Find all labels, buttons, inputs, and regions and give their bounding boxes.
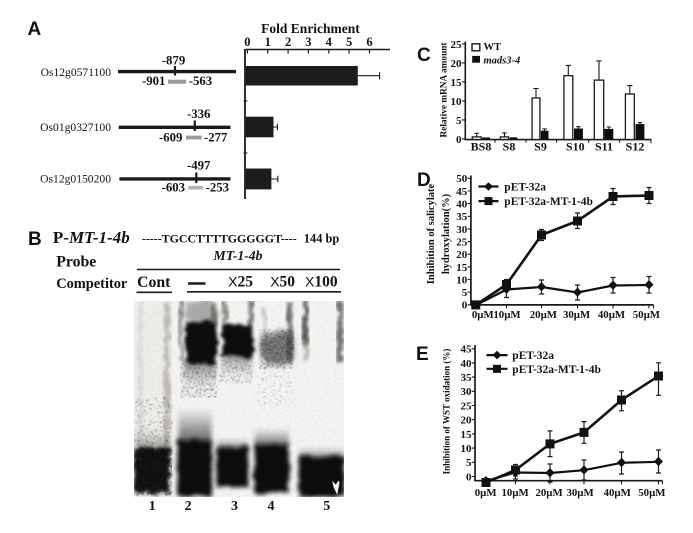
- svg-text:10: 10: [451, 96, 463, 108]
- svg-text:40µM: 40µM: [604, 487, 631, 499]
- svg-text:5: 5: [456, 115, 462, 127]
- svg-text:50: 50: [456, 173, 468, 185]
- svg-text:30µM: 30µM: [566, 487, 593, 499]
- svg-text:40: 40: [456, 199, 468, 211]
- svg-text:10µM: 10µM: [501, 487, 528, 499]
- svg-text:10: 10: [456, 274, 468, 286]
- svg-text:S12: S12: [626, 140, 645, 154]
- svg-text:hydroxylation(%): hydroxylation(%): [441, 193, 452, 274]
- svg-text:E: E: [416, 344, 429, 365]
- svg-text:X25: X25: [228, 274, 253, 291]
- svg-text:50µM: 50µM: [633, 309, 660, 321]
- svg-text:-879: -879: [162, 54, 185, 68]
- svg-text:30: 30: [456, 224, 468, 236]
- svg-text:S10: S10: [566, 140, 585, 154]
- svg-text:30: 30: [461, 386, 473, 398]
- svg-text:Inhibition of salicylate: Inhibition of salicylate: [426, 183, 437, 284]
- svg-text:1: 1: [265, 35, 271, 49]
- svg-text:20: 20: [451, 58, 463, 70]
- svg-text:-336: -336: [187, 107, 211, 121]
- svg-text:C: C: [417, 45, 431, 66]
- svg-text:Fold Enrichment: Fold Enrichment: [261, 21, 360, 36]
- svg-text:-563: -563: [189, 74, 212, 88]
- svg-text:Relative mRNA amount: Relative mRNA amount: [440, 42, 450, 138]
- svg-text:WT: WT: [484, 42, 502, 53]
- svg-text:Os12g0150200: Os12g0150200: [40, 173, 111, 186]
- svg-text:5: 5: [346, 35, 352, 49]
- svg-text:0µM: 0µM: [472, 309, 494, 321]
- svg-text:25: 25: [456, 237, 468, 249]
- svg-text:15: 15: [451, 77, 463, 89]
- svg-text:45: 45: [456, 186, 468, 198]
- svg-text:1: 1: [149, 499, 156, 514]
- svg-text:25: 25: [451, 39, 463, 51]
- svg-text:0: 0: [462, 300, 468, 312]
- svg-text:-609: -609: [159, 131, 182, 145]
- svg-text:Cont: Cont: [137, 274, 171, 291]
- svg-text:15: 15: [456, 262, 468, 274]
- svg-text:Competitor: Competitor: [56, 276, 128, 292]
- svg-text:S9: S9: [534, 140, 547, 154]
- svg-text:45: 45: [461, 344, 473, 356]
- svg-text:144 bp: 144 bp: [304, 232, 340, 246]
- svg-text:35: 35: [461, 372, 473, 384]
- svg-text:-497: -497: [187, 159, 211, 173]
- svg-text:-----TGCCTTTTGGGGGT----: -----TGCCTTTTGGGGGT----: [142, 232, 297, 246]
- svg-text:10: 10: [461, 443, 473, 455]
- svg-text:50µM: 50µM: [638, 487, 665, 499]
- svg-text:2: 2: [185, 499, 192, 514]
- svg-text:0: 0: [456, 134, 462, 146]
- svg-text:40: 40: [461, 358, 473, 370]
- svg-text:P-MT-1-4b: P-MT-1-4b: [53, 228, 130, 247]
- svg-text:3: 3: [231, 499, 238, 514]
- svg-text:X50: X50: [270, 274, 295, 291]
- svg-text:Os12g0571100: Os12g0571100: [41, 66, 112, 79]
- svg-text:Os01g0327100: Os01g0327100: [40, 121, 111, 134]
- svg-text:D: D: [417, 170, 431, 191]
- svg-text:S8: S8: [503, 140, 516, 154]
- svg-text:Probe: Probe: [56, 254, 96, 271]
- svg-text:2: 2: [285, 35, 291, 49]
- svg-text:20: 20: [461, 415, 473, 427]
- svg-text:-603: -603: [162, 181, 185, 195]
- svg-text:35: 35: [456, 211, 468, 223]
- svg-text:Inhibition of WST oxidation (%: Inhibition of WST oxidation (%): [442, 349, 452, 475]
- svg-text:pET-32a: pET-32a: [512, 350, 554, 362]
- svg-text:mads3-4: mads3-4: [484, 56, 521, 67]
- svg-text:S11: S11: [595, 140, 613, 154]
- svg-text:3: 3: [305, 35, 311, 49]
- svg-text:4: 4: [326, 35, 333, 49]
- svg-text:0: 0: [466, 471, 472, 483]
- svg-text:10µM: 10µM: [493, 309, 520, 321]
- svg-text:pET-32a-MT-1-4b: pET-32a-MT-1-4b: [504, 196, 593, 208]
- svg-text:4: 4: [268, 499, 275, 514]
- svg-text:0µM: 0µM: [475, 487, 497, 499]
- svg-text:40µM: 40µM: [598, 309, 625, 321]
- svg-text:20µM: 20µM: [530, 309, 557, 321]
- svg-text:15: 15: [461, 429, 473, 441]
- svg-text:6: 6: [366, 35, 372, 49]
- svg-text:5: 5: [323, 499, 330, 514]
- svg-text:pET-32a-MT-1-4b: pET-32a-MT-1-4b: [512, 364, 601, 376]
- svg-text:25: 25: [461, 400, 473, 412]
- svg-text:20µM: 20µM: [535, 487, 562, 499]
- svg-text:BS8: BS8: [471, 140, 492, 154]
- svg-text:MT-1-4b: MT-1-4b: [213, 248, 263, 263]
- svg-text:pET-32a: pET-32a: [504, 182, 546, 194]
- svg-text:0: 0: [244, 35, 250, 49]
- svg-text:20: 20: [456, 249, 468, 261]
- svg-text:-253: -253: [206, 181, 229, 195]
- svg-text:30µM: 30µM: [563, 309, 590, 321]
- svg-text:5: 5: [462, 287, 468, 299]
- svg-text:-901: -901: [142, 74, 165, 88]
- svg-text:A: A: [28, 19, 42, 40]
- svg-text:-277: -277: [204, 131, 228, 145]
- svg-text:X100: X100: [305, 274, 338, 291]
- svg-text:B: B: [28, 229, 42, 250]
- svg-text:5: 5: [466, 457, 472, 469]
